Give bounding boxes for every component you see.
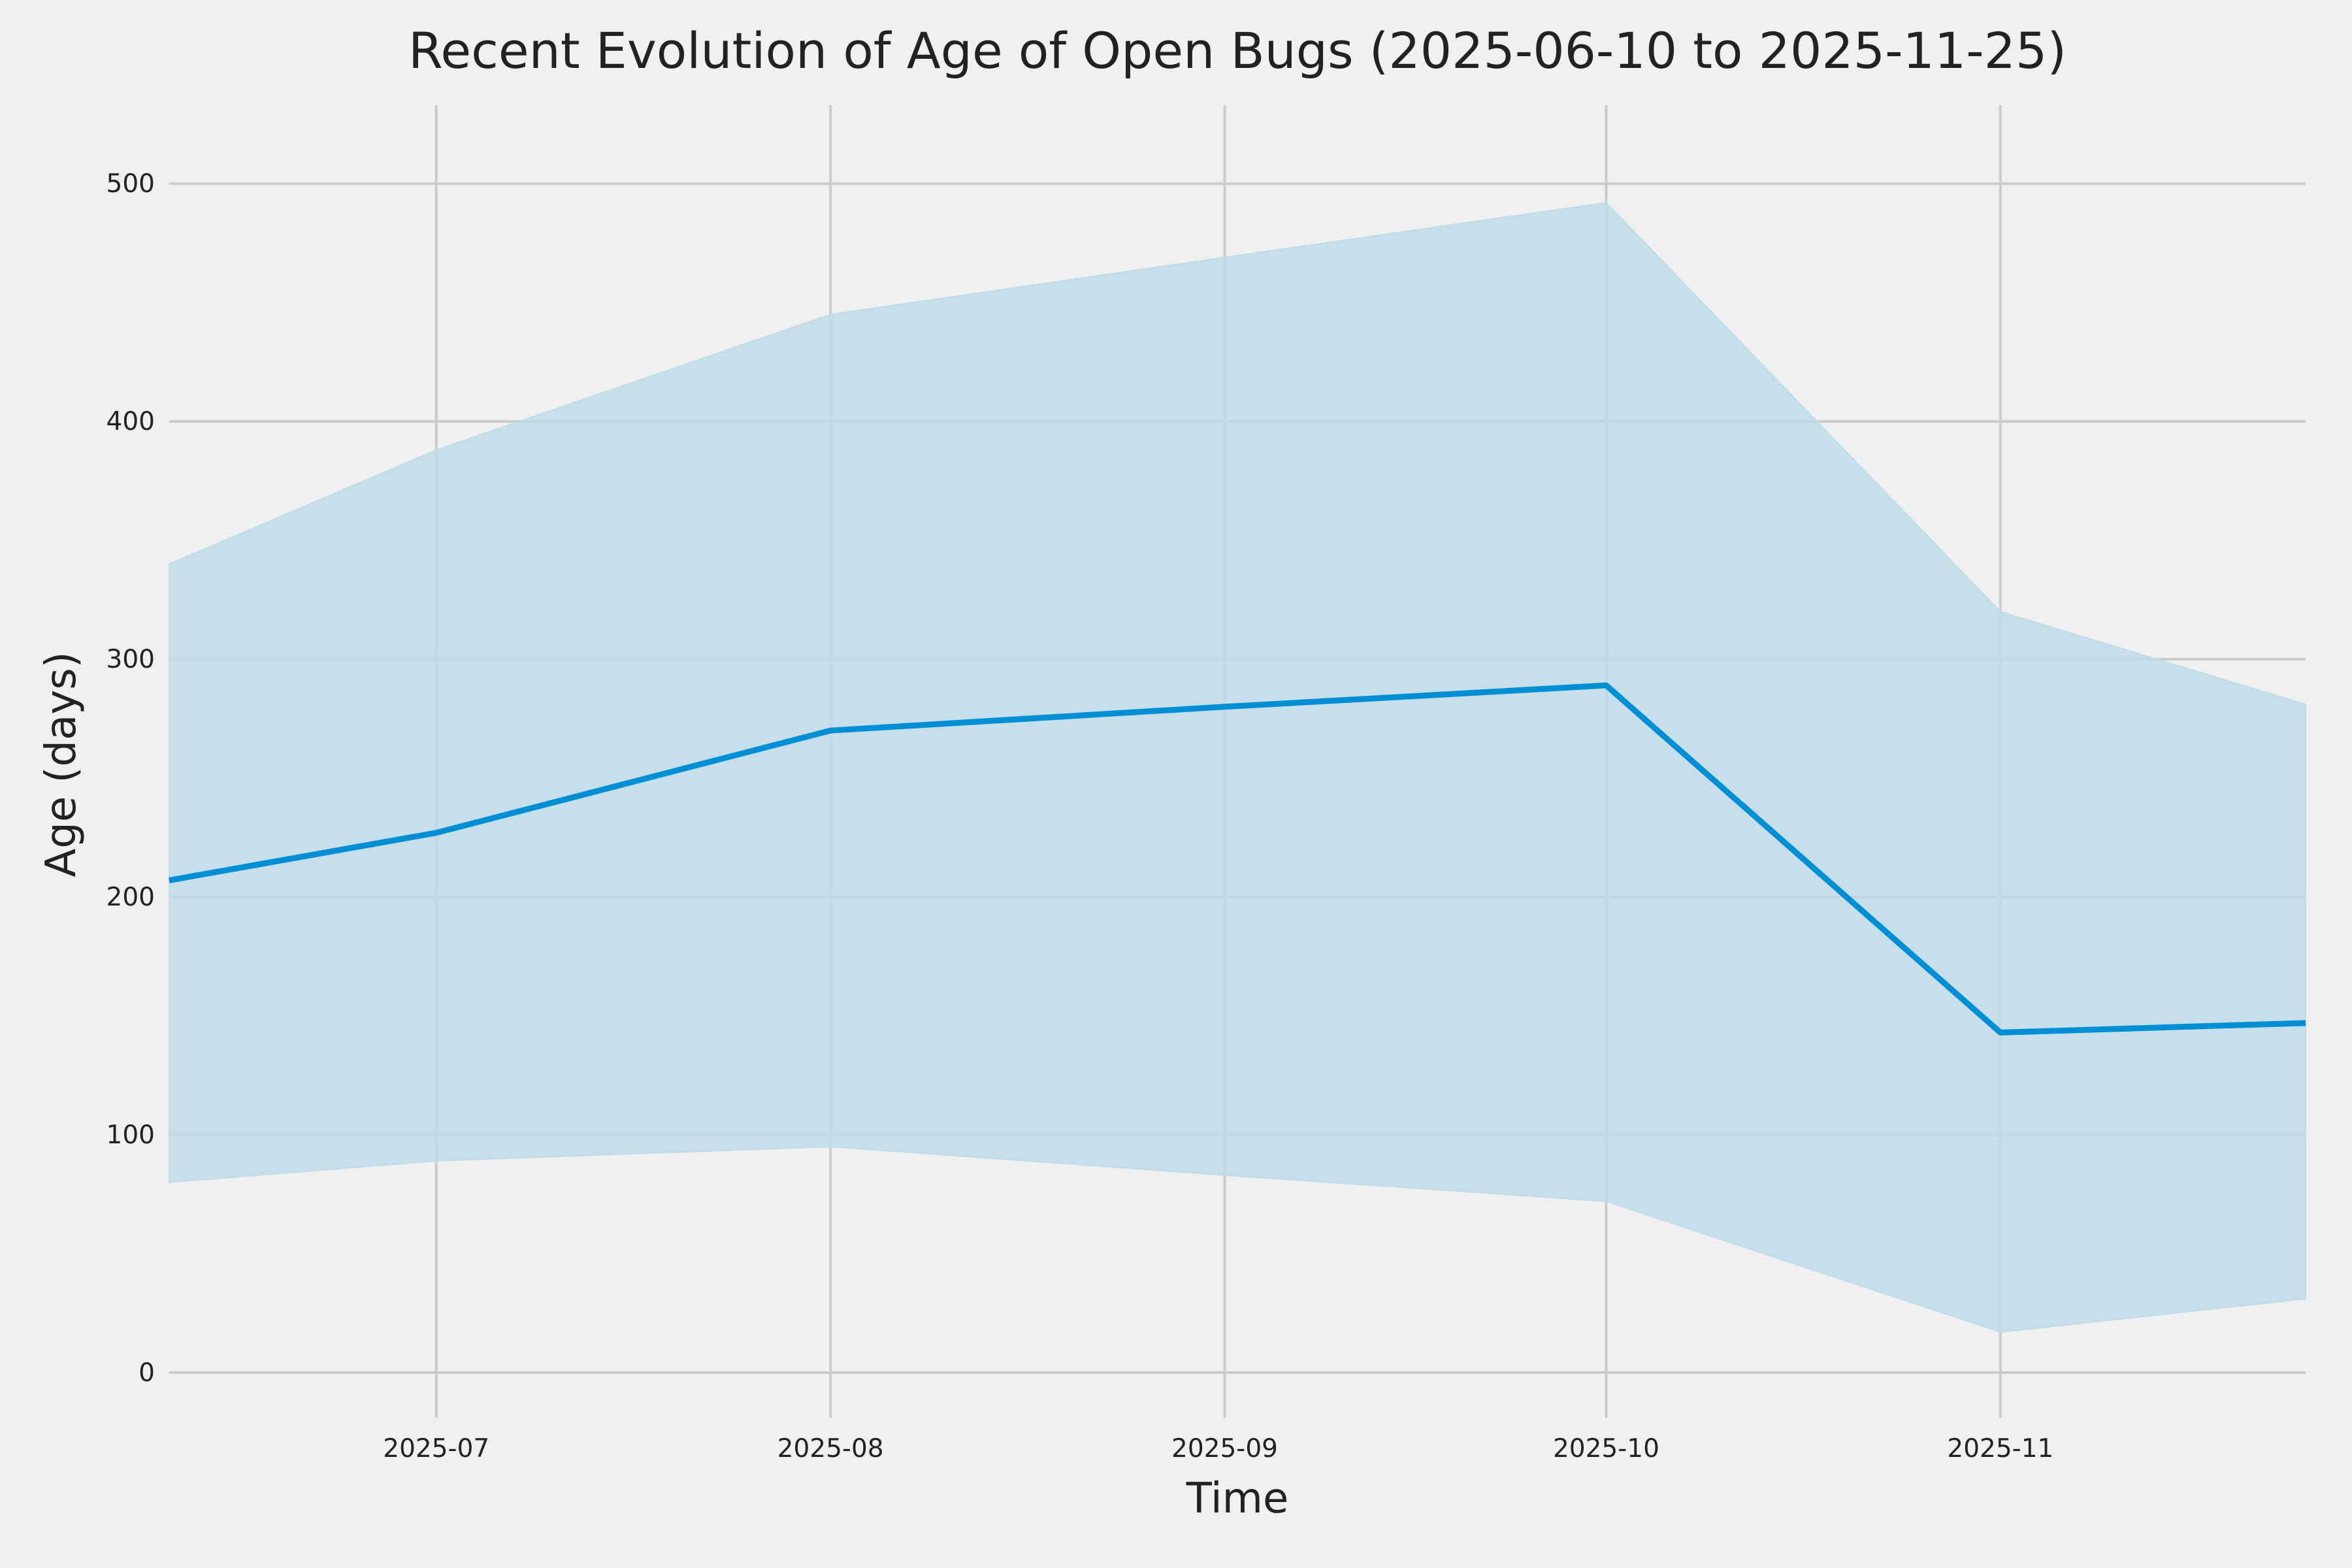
y-tick-label: 0 bbox=[139, 1358, 155, 1388]
y-tick-label: 100 bbox=[106, 1120, 155, 1150]
x-tick-label: 2025-07 bbox=[383, 1434, 489, 1463]
x-axis-label: Time bbox=[1186, 1475, 1289, 1523]
x-tick-label: 2025-08 bbox=[777, 1434, 884, 1463]
x-tick-label: 2025-10 bbox=[1553, 1434, 1659, 1463]
y-tick-label: 300 bbox=[106, 645, 155, 674]
y-tick-label: 200 bbox=[106, 883, 155, 912]
confidence-band bbox=[169, 202, 2306, 1333]
x-tick-label: 2025-11 bbox=[1947, 1434, 2053, 1463]
plot-area bbox=[169, 202, 2306, 1333]
y-axis-label: Age (days) bbox=[37, 651, 86, 877]
line bbox=[169, 682, 2306, 1036]
y-tick-label: 500 bbox=[106, 169, 155, 199]
x-tick-label: 2025-09 bbox=[1171, 1434, 1278, 1463]
y-tick-label: 400 bbox=[106, 407, 155, 436]
chart-title: Recent Evolution of Age of Open Bugs (20… bbox=[408, 22, 2066, 80]
